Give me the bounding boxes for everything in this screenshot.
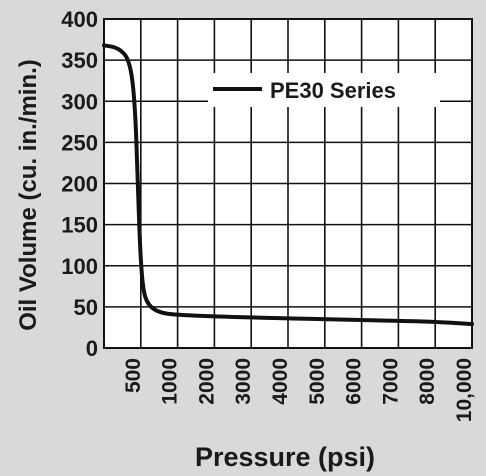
- x-tick-label: 4000: [269, 358, 292, 405]
- y-tick-label: 100: [61, 254, 98, 279]
- series-line-pe30: [102, 43, 474, 327]
- y-tick-label: 50: [74, 295, 98, 320]
- x-tick-label: 3000: [232, 358, 255, 405]
- series-group: [102, 43, 474, 327]
- x-tick-label: 6000: [343, 358, 366, 405]
- x-tick-label: 5000: [306, 358, 329, 405]
- x-axis-title: Pressure (psi): [195, 442, 375, 472]
- x-tick-label: 500: [122, 358, 145, 393]
- x-tick-label: 10,000: [453, 358, 476, 422]
- y-tick-label: 0: [86, 336, 98, 361]
- x-tick-label: 8000: [416, 358, 439, 405]
- legend: PE30 Series: [208, 73, 440, 107]
- y-tick-label: 150: [61, 213, 98, 238]
- x-tick-label: 1000: [159, 358, 182, 405]
- plot-area: [103, 18, 473, 349]
- y-tick-label: 200: [61, 172, 98, 197]
- legend-label: PE30 Series: [270, 78, 396, 103]
- y-tick-label: 400: [61, 7, 98, 32]
- x-tick-label: 2000: [195, 358, 218, 405]
- y-axis-title: Oil Volume (cu. in./min.): [15, 59, 42, 331]
- y-tick-label: 300: [61, 89, 98, 114]
- y-tick-label: 250: [61, 130, 98, 155]
- x-axis-ticks: 500 1000 2000 3000 4000 5000 6000 7000 8000 10,00…: [122, 358, 476, 422]
- y-axis-ticks: 0 50 100 150 200 250 300 350 400: [61, 7, 98, 361]
- y-tick-label: 350: [61, 48, 98, 73]
- x-tick-label: 7000: [379, 358, 402, 405]
